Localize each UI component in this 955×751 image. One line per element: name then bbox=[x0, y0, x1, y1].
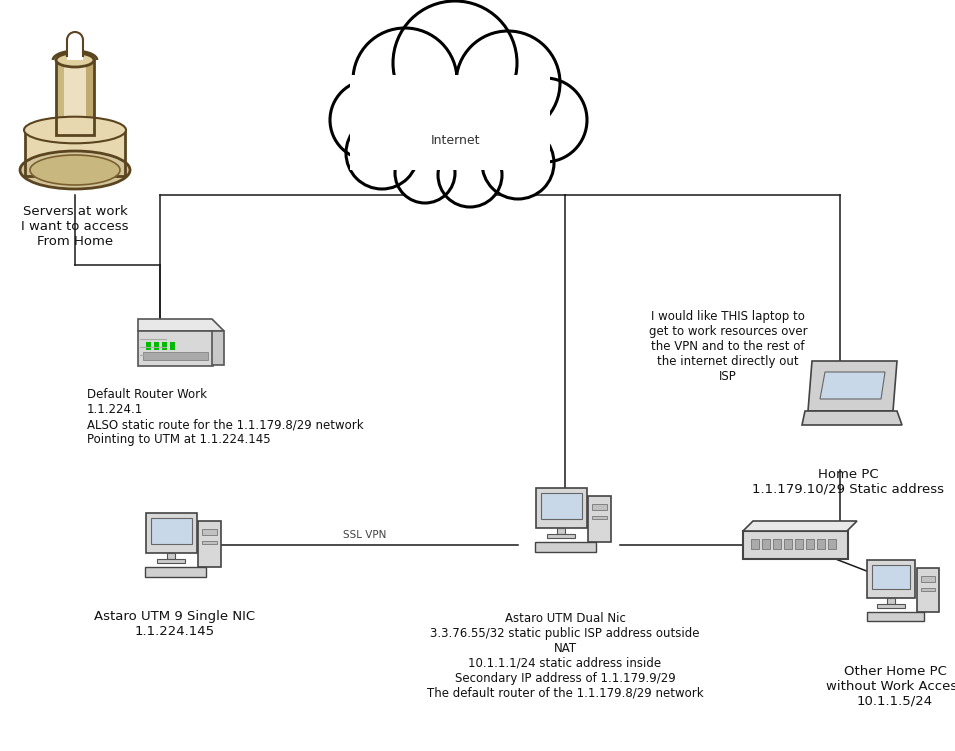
Bar bbox=[872, 565, 910, 589]
Bar bbox=[138, 331, 213, 366]
Bar bbox=[198, 521, 221, 567]
Circle shape bbox=[456, 31, 560, 135]
Polygon shape bbox=[808, 361, 897, 411]
Text: Home PC
1.1.179.10/29 Static address: Home PC 1.1.179.10/29 Static address bbox=[752, 468, 944, 496]
Bar bbox=[751, 539, 759, 549]
Bar bbox=[867, 560, 915, 598]
Bar bbox=[167, 553, 175, 559]
Text: Other Home PC
without Work Access
10.1.1.5/24: Other Home PC without Work Access 10.1.1… bbox=[826, 665, 955, 708]
Circle shape bbox=[346, 117, 418, 189]
Bar bbox=[557, 528, 565, 534]
Text: Internet: Internet bbox=[431, 134, 479, 146]
Polygon shape bbox=[138, 319, 224, 331]
Bar bbox=[170, 342, 175, 350]
Bar bbox=[921, 588, 935, 591]
Polygon shape bbox=[820, 372, 885, 399]
Bar bbox=[762, 539, 770, 549]
Bar bbox=[154, 342, 159, 350]
Bar bbox=[56, 60, 64, 135]
Bar bbox=[588, 496, 611, 542]
Bar bbox=[67, 40, 83, 60]
Bar bbox=[162, 342, 167, 350]
Ellipse shape bbox=[24, 116, 126, 143]
Bar bbox=[592, 516, 607, 519]
Circle shape bbox=[393, 1, 517, 125]
Bar bbox=[592, 504, 607, 510]
Bar bbox=[921, 576, 935, 582]
Bar bbox=[146, 513, 197, 553]
Bar bbox=[773, 539, 781, 549]
Bar bbox=[202, 541, 217, 544]
Bar bbox=[535, 542, 596, 552]
Bar bbox=[202, 529, 217, 535]
Circle shape bbox=[353, 28, 457, 132]
Text: Servers at work
I want to access
From Home: Servers at work I want to access From Ho… bbox=[21, 205, 129, 248]
Text: Astaro UTM Dual Nic
3.3.76.55/32 static public ISP address outside
NAT
10.1.1.1/: Astaro UTM Dual Nic 3.3.76.55/32 static … bbox=[427, 612, 703, 700]
Bar bbox=[536, 488, 587, 528]
Circle shape bbox=[438, 143, 502, 207]
Polygon shape bbox=[212, 331, 224, 365]
Text: SSL VPN: SSL VPN bbox=[343, 530, 387, 540]
Ellipse shape bbox=[56, 53, 94, 67]
Circle shape bbox=[330, 80, 410, 160]
Bar bbox=[157, 559, 185, 563]
Bar bbox=[547, 534, 575, 538]
Bar bbox=[817, 539, 825, 549]
Bar bbox=[151, 518, 192, 544]
Bar bbox=[56, 60, 94, 135]
Bar bbox=[784, 539, 792, 549]
Text: I would like THIS laptop to
get to work resources over
the VPN and to the rest o: I would like THIS laptop to get to work … bbox=[648, 310, 807, 383]
Bar bbox=[867, 612, 924, 621]
Bar bbox=[143, 352, 208, 360]
Circle shape bbox=[482, 127, 554, 199]
Bar bbox=[146, 342, 151, 350]
Bar bbox=[25, 130, 125, 176]
Bar bbox=[56, 60, 94, 135]
Ellipse shape bbox=[20, 151, 130, 189]
Circle shape bbox=[395, 143, 455, 203]
Bar bbox=[795, 539, 803, 549]
Circle shape bbox=[503, 78, 587, 162]
Bar bbox=[887, 598, 895, 604]
Bar bbox=[828, 539, 836, 549]
Bar bbox=[345, 60, 555, 170]
Bar bbox=[350, 75, 550, 170]
Bar bbox=[806, 539, 814, 549]
Text: Default Router Work
1.1.224.1
ALSO static route for the 1.1.179.8/29 network
Poi: Default Router Work 1.1.224.1 ALSO stati… bbox=[87, 388, 364, 446]
Bar bbox=[25, 130, 125, 176]
Bar bbox=[743, 531, 848, 559]
Text: Astaro UTM 9 Single NIC
1.1.224.145: Astaro UTM 9 Single NIC 1.1.224.145 bbox=[95, 610, 256, 638]
Ellipse shape bbox=[30, 155, 120, 185]
Polygon shape bbox=[743, 521, 857, 531]
Bar bbox=[877, 604, 905, 608]
Bar bbox=[541, 493, 582, 519]
Polygon shape bbox=[802, 411, 902, 425]
Bar bbox=[917, 568, 939, 612]
Bar bbox=[145, 567, 206, 577]
Bar bbox=[86, 60, 94, 135]
